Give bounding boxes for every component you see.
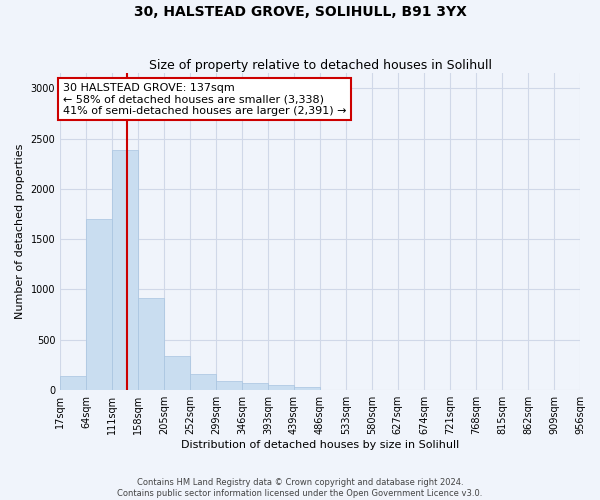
X-axis label: Distribution of detached houses by size in Solihull: Distribution of detached houses by size …: [181, 440, 459, 450]
Bar: [216, 381, 242, 390]
Bar: [242, 382, 268, 390]
Bar: [268, 385, 295, 390]
Bar: [164, 356, 190, 390]
Bar: [112, 150, 138, 390]
Bar: [190, 374, 216, 390]
Bar: [294, 387, 320, 390]
Text: Contains HM Land Registry data © Crown copyright and database right 2024.
Contai: Contains HM Land Registry data © Crown c…: [118, 478, 482, 498]
Text: 30, HALSTEAD GROVE, SOLIHULL, B91 3YX: 30, HALSTEAD GROVE, SOLIHULL, B91 3YX: [134, 5, 466, 19]
Bar: [60, 376, 86, 390]
Bar: [138, 298, 164, 390]
Y-axis label: Number of detached properties: Number of detached properties: [15, 144, 25, 320]
Title: Size of property relative to detached houses in Solihull: Size of property relative to detached ho…: [149, 59, 491, 72]
Text: 30 HALSTEAD GROVE: 137sqm
← 58% of detached houses are smaller (3,338)
41% of se: 30 HALSTEAD GROVE: 137sqm ← 58% of detac…: [63, 82, 346, 116]
Bar: [86, 219, 112, 390]
